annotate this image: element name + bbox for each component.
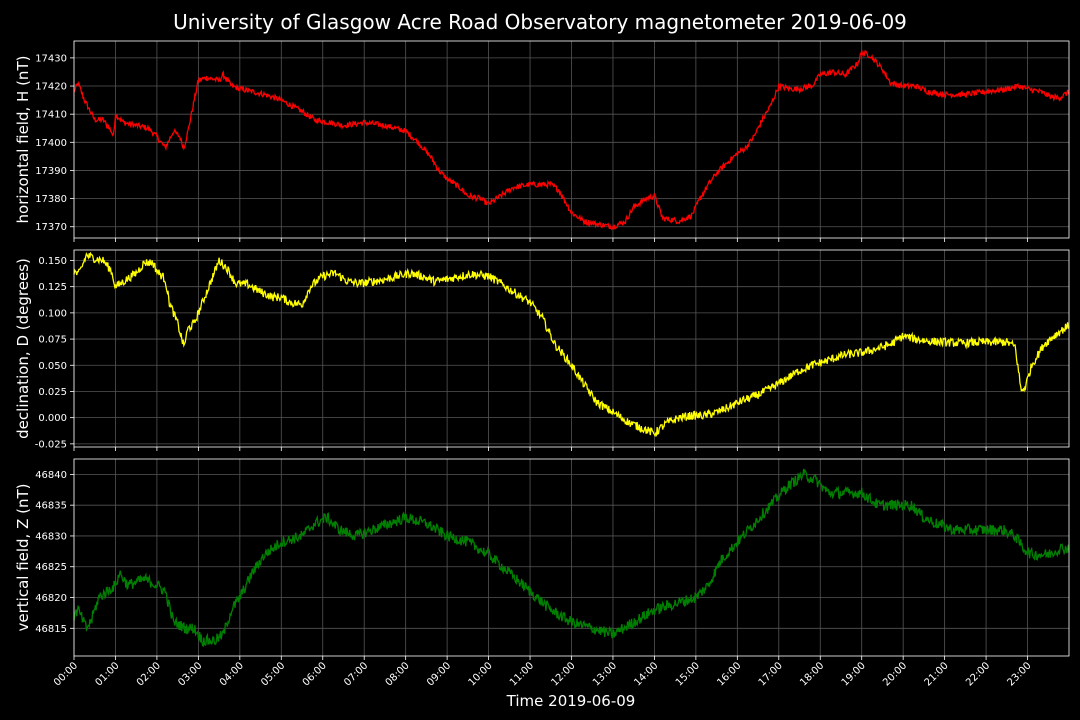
x-tick-label: 04:00 (218, 660, 246, 688)
series-line-3 (73, 468, 1070, 648)
x-tick-label: 13:00 (591, 660, 619, 688)
x-tick-label: 17:00 (757, 660, 785, 688)
x-tick-label: 06:00 (301, 660, 329, 688)
x-tick-label: 11:00 (508, 660, 536, 688)
y-axis-label: horizontal field, H (nT) (14, 56, 32, 224)
x-tick-label: 09:00 (425, 660, 453, 688)
x-tick-label: 22:00 (964, 660, 992, 688)
x-axis-label: Time 2019-06-09 (506, 692, 636, 710)
y-tick-label: 46835 (35, 501, 67, 512)
x-tick-label: 01:00 (93, 660, 121, 688)
y-tick-label: 17390 (35, 166, 67, 177)
y-tick-label: 17430 (35, 53, 67, 64)
plot-frame (73, 458, 1070, 657)
y-tick-label: 0.075 (38, 335, 67, 346)
x-tick-label: 15:00 (674, 660, 702, 688)
y-tick-label: 17410 (35, 110, 67, 121)
x-tick-label: 19:00 (840, 660, 868, 688)
y-tick-label: 0.050 (38, 361, 67, 372)
y-tick-label: 0.000 (38, 413, 67, 424)
x-tick-label: 12:00 (549, 660, 577, 688)
x-tick-label: 16:00 (715, 660, 743, 688)
x-tick-label: 18:00 (798, 660, 826, 688)
y-tick-label: 17370 (35, 222, 67, 233)
y-tick-label: 46840 (35, 470, 67, 481)
y-tick-label: 17380 (35, 194, 67, 205)
x-tick-label: 00:00 (52, 660, 80, 688)
chart-title: University of Glasgow Acre Road Observat… (173, 10, 907, 34)
x-tick-label: 08:00 (384, 660, 412, 688)
panel-2: -0.025 0.000 0.025 0.050 0.075 0.100 0.125 0.15… (14, 249, 1070, 451)
x-tick-label: 14:00 (632, 660, 660, 688)
x-tick-label: 05:00 (259, 660, 287, 688)
y-tick-label: 46830 (35, 531, 67, 542)
panel-1: 17370 17380 17390 17400 17410 17420 17430horiz… (14, 40, 1070, 242)
y-tick-label: 17400 (35, 138, 67, 149)
y-tick-label: 0.125 (38, 282, 67, 293)
y-tick-label: 17420 (35, 82, 67, 93)
y-axis-label: declination, D (degrees) (14, 258, 32, 439)
y-tick-label: 46825 (35, 562, 67, 573)
y-tick-label: 0.100 (38, 308, 67, 319)
x-tick-label: 07:00 (342, 660, 370, 688)
x-tick-label: 03:00 (176, 660, 204, 688)
plot-frame (73, 249, 1070, 448)
y-tick-label: 46820 (35, 593, 67, 604)
x-tick-label: 20:00 (881, 660, 909, 688)
y-tick-label: 46815 (35, 624, 67, 635)
x-tick-label: 10:00 (467, 660, 495, 688)
plot-frame (73, 40, 1070, 239)
x-tick-label: 21:00 (923, 660, 951, 688)
y-tick-label: -0.025 (35, 439, 67, 450)
series-line-1 (73, 49, 1070, 231)
y-tick-label: 0.025 (38, 387, 67, 398)
y-axis-label: vertical field, Z (nT) (14, 483, 32, 631)
x-tick-label: 23:00 (1006, 660, 1034, 688)
y-tick-label: 0.150 (38, 256, 67, 267)
series-line-2 (73, 251, 1070, 438)
x-tick-label: 02:00 (135, 660, 163, 688)
